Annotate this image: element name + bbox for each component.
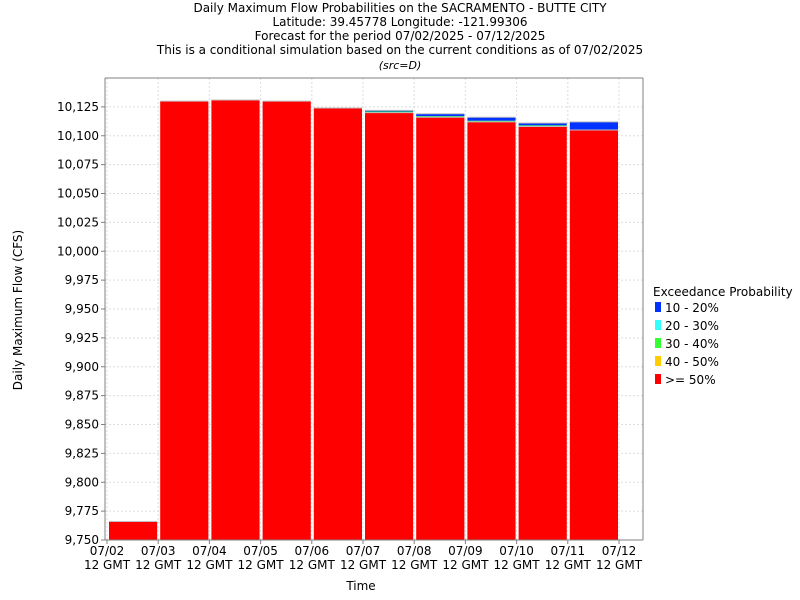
axes — [104, 77, 644, 541]
bar-band-ge50 — [109, 521, 158, 540]
legend-entry-label: 20 - 30% — [665, 319, 719, 333]
bar-band-ge50 — [211, 99, 260, 540]
y-tick-label: 10,025 — [57, 215, 99, 229]
bar-group — [416, 113, 465, 541]
bar-group — [365, 109, 414, 541]
y-tick-label: 9,925 — [65, 331, 99, 345]
bar-band-ge50 — [416, 117, 465, 541]
x-tick-label-time: 12 GMT — [238, 558, 285, 572]
legend-entry-label: 40 - 50% — [665, 355, 719, 369]
y-tick-label: 9,750 — [65, 533, 99, 547]
title-line-2: Latitude: 39.45778 Longitude: -121.99306 — [272, 15, 527, 29]
chart-subtitle: (src=D) — [379, 59, 422, 72]
bar-band-10-20 — [569, 121, 618, 130]
y-ticks: 9,750 9,775 9,800 9,825 9,850 9,875 9,900 9,925… — [57, 100, 105, 547]
bar-group — [518, 122, 567, 540]
bar-band-ge50 — [467, 121, 516, 540]
legend-swatch — [655, 302, 661, 312]
legend-swatch — [655, 320, 661, 330]
bar-band-30-40 — [518, 125, 567, 127]
x-tick-label-date: 07/10 — [499, 544, 534, 558]
y-tick-label: 10,125 — [57, 100, 99, 114]
y-tick-label: 9,975 — [65, 273, 99, 287]
bar-group — [160, 100, 209, 540]
bar-band-ge50 — [365, 112, 414, 541]
bar-band-10-20 — [416, 113, 465, 117]
x-tick-label-date: 07/08 — [397, 544, 432, 558]
x-tick-label-time: 12 GMT — [340, 558, 387, 572]
legend-entry-label: >= 50% — [665, 373, 716, 387]
bar-band-ge50 — [518, 126, 567, 540]
x-tick-label-time: 12 GMT — [596, 558, 643, 572]
title-line-3: Forecast for the period 07/02/2025 - 07/… — [255, 29, 546, 43]
x-tick-label-time: 12 GMT — [391, 558, 438, 572]
y-tick-label: 10,100 — [57, 129, 99, 143]
title-line-1: Daily Maximum Flow Probabilities on the … — [193, 1, 607, 15]
y-axis-label: Daily Maximum Flow (CFS) — [11, 230, 25, 390]
x-tick-label-time: 12 GMT — [545, 558, 592, 572]
x-tick-label-date: 07/09 — [448, 544, 483, 558]
y-tick-label: 9,825 — [65, 446, 99, 460]
bars — [109, 99, 618, 541]
y-tick-label: 9,950 — [65, 302, 99, 316]
x-tick-label-time: 12 GMT — [494, 558, 541, 572]
legend-entry-label: 10 - 20% — [665, 301, 719, 315]
bar-band-30-40 — [365, 111, 414, 113]
x-tick-label-time: 12 GMT — [186, 558, 233, 572]
bar-group — [262, 100, 311, 540]
bar-band-10-20 — [467, 117, 516, 121]
legend: Exceedance Probability 10 - 20% 20 - 30% 3… — [653, 285, 793, 387]
bar-band-ge50 — [313, 108, 362, 540]
title-line-4: This is a conditional simulation based o… — [156, 43, 643, 57]
x-tick-label-date: 07/07 — [346, 544, 381, 558]
legend-title: Exceedance Probability — [653, 285, 793, 299]
y-tick-label: 10,050 — [57, 187, 99, 201]
x-tick-label-date: 07/02 — [90, 544, 125, 558]
x-tick-label-time: 12 GMT — [289, 558, 336, 572]
bar-band-ge50 — [160, 101, 209, 540]
y-tick-label: 10,000 — [57, 244, 99, 258]
x-axis-label: Time — [345, 579, 375, 593]
bar-band-ge50 — [262, 101, 311, 540]
x-tick-label-time: 12 GMT — [442, 558, 489, 572]
bar-band-10-20 — [518, 123, 567, 126]
y-tick-label: 9,775 — [65, 504, 99, 518]
bar-group — [211, 99, 260, 540]
x-tick-label-time: 12 GMT — [135, 558, 182, 572]
y-tick-label: 9,800 — [65, 475, 99, 489]
legend-swatch — [655, 338, 661, 348]
bar-group — [467, 116, 516, 540]
x-tick-label-date: 07/03 — [141, 544, 176, 558]
x-tick-label-date: 07/04 — [192, 544, 227, 558]
legend-swatch — [655, 356, 661, 366]
bar-band-10-20 — [365, 110, 414, 112]
legend-swatch — [655, 374, 661, 384]
bar-group — [569, 121, 618, 540]
legend-entry-label: 30 - 40% — [665, 337, 719, 351]
x-tick-label-date: 07/06 — [295, 544, 330, 558]
bar-band-30-40 — [467, 120, 516, 122]
bar-band-ge50 — [569, 129, 618, 540]
x-tick-label-date: 07/12 — [602, 544, 637, 558]
bar-band-30-40 — [416, 116, 465, 118]
bar-group — [313, 107, 362, 540]
chart-titles: Daily Maximum Flow Probabilities on the … — [156, 1, 643, 72]
y-tick-label: 10,075 — [57, 158, 99, 172]
x-tick-label-date: 07/05 — [243, 544, 278, 558]
x-tick-label-date: 07/11 — [551, 544, 586, 558]
y-tick-label: 9,850 — [65, 418, 99, 432]
bar-group — [109, 521, 158, 540]
y-tick-label: 9,875 — [65, 389, 99, 403]
x-tick-label-time: 12 GMT — [84, 558, 131, 572]
y-tick-label: 9,900 — [65, 360, 99, 374]
